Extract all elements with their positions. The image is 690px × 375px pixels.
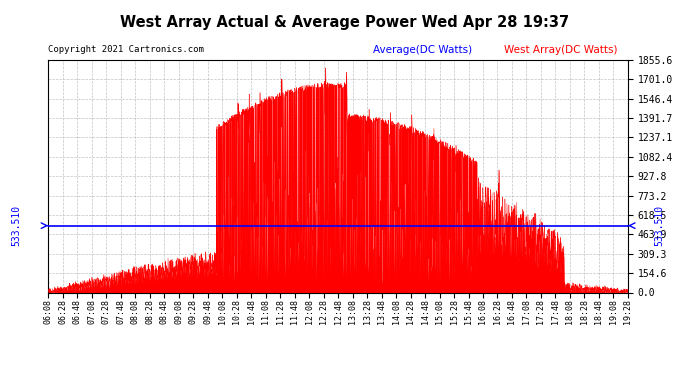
Text: Average(DC Watts): Average(DC Watts) <box>373 45 472 55</box>
Text: 533.510: 533.510 <box>655 205 664 246</box>
Text: West Array Actual & Average Power Wed Apr 28 19:37: West Array Actual & Average Power Wed Ap… <box>121 15 569 30</box>
Text: Copyright 2021 Cartronics.com: Copyright 2021 Cartronics.com <box>48 45 204 54</box>
Text: West Array(DC Watts): West Array(DC Watts) <box>504 45 617 55</box>
Text: 533.510: 533.510 <box>12 205 21 246</box>
